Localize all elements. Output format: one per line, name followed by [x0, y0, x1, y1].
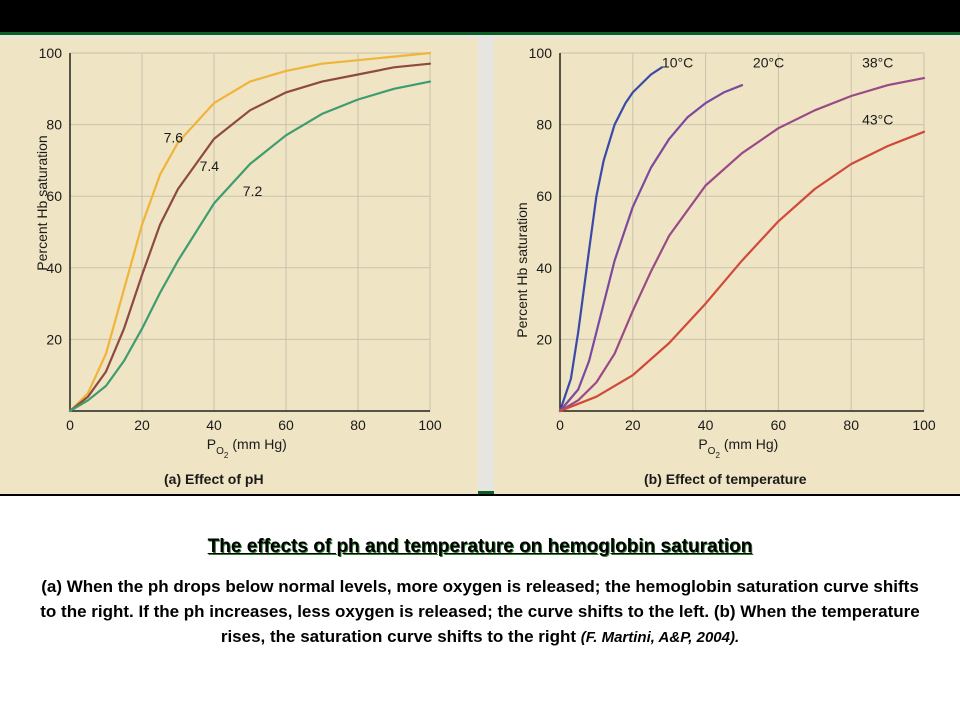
series-label-0: 7.6 [164, 130, 184, 146]
x-tick-label: 40 [698, 417, 714, 433]
y-axis-label: Percent Hb saturation [34, 135, 50, 270]
series-label-3: 43°C [862, 112, 893, 128]
x-axis-label: PO2(mm Hg) [207, 436, 287, 460]
x-tick-label: 60 [278, 417, 294, 433]
x-tick-label: 40 [206, 417, 222, 433]
series-line-1 [558, 84, 744, 413]
x-tick-label: 100 [912, 417, 936, 433]
y-tick-label: 40 [536, 260, 552, 276]
series-line-1 [68, 62, 432, 413]
caption-title: The effects of ph and temperature on hem… [207, 536, 753, 557]
y-tick-label: 100 [529, 45, 553, 61]
series-label-0: 10°C [662, 54, 693, 70]
panel-label-ph: (a) Effect of pH [164, 471, 264, 487]
x-tick-label: 20 [134, 417, 150, 433]
x-tick-label: 80 [350, 417, 366, 433]
x-tick-label: 60 [771, 417, 787, 433]
y-tick-label: 80 [46, 117, 62, 133]
y-axis-label: Percent Hb saturation [514, 202, 530, 337]
series-line-2 [558, 77, 926, 413]
chart-panel-temperature: Percent Hb saturation 20 40 60 80 100 0 20 40 6… [494, 38, 960, 494]
series-label-1: 7.4 [200, 158, 220, 174]
x-tick-label: 0 [556, 417, 564, 433]
series-line-0 [68, 51, 432, 413]
chart-svg-ph: Percent Hb saturation 20 40 60 80 100 0 20 40 6… [34, 45, 442, 487]
series-line-2 [68, 80, 432, 413]
panel-label-temperature: (b) Effect of temperature [644, 471, 807, 487]
series-label-1: 20°C [753, 54, 784, 70]
svg-text:Percent Hb saturation: Percent Hb saturation [514, 202, 530, 337]
series-label-2: 7.2 [243, 183, 263, 199]
x-tick-label: 100 [418, 417, 442, 433]
caption-body: (a) When the ph drops below normal level… [40, 574, 920, 650]
y-tick-label: 20 [46, 331, 62, 347]
y-tick-label: 60 [536, 188, 552, 204]
x-tick-label: 0 [66, 417, 74, 433]
y-tick-label: 40 [46, 260, 62, 276]
y-tick-label: 100 [39, 45, 63, 61]
x-tick-label: 20 [625, 417, 641, 433]
y-tick-label: 60 [46, 188, 62, 204]
y-tick-label: 20 [536, 331, 552, 347]
x-tick-label: 80 [843, 417, 859, 433]
caption-text: (a) When the ph drops below normal level… [40, 577, 920, 646]
series-line-3 [558, 130, 926, 413]
chart-svg-temperature: Percent Hb saturation 20 40 60 80 100 0 20 40 6… [514, 45, 936, 487]
series-label-2: 38°C [862, 54, 893, 70]
caption-citation: (F. Martini, A&P, 2004). [580, 629, 740, 646]
y-tick-label: 80 [536, 117, 552, 133]
series-line-0 [558, 66, 663, 413]
figure-area: Percent Hb saturation 20 40 60 80 100 0 20 40 6… [0, 32, 960, 494]
svg-text:Percent Hb saturation: Percent Hb saturation [34, 135, 50, 270]
caption-area: The effects of ph and temperature on hem… [0, 496, 960, 720]
x-axis-label: PO2(mm Hg) [698, 436, 778, 460]
chart-panel-ph: Percent Hb saturation 20 40 60 80 100 0 20 40 6… [0, 38, 478, 494]
